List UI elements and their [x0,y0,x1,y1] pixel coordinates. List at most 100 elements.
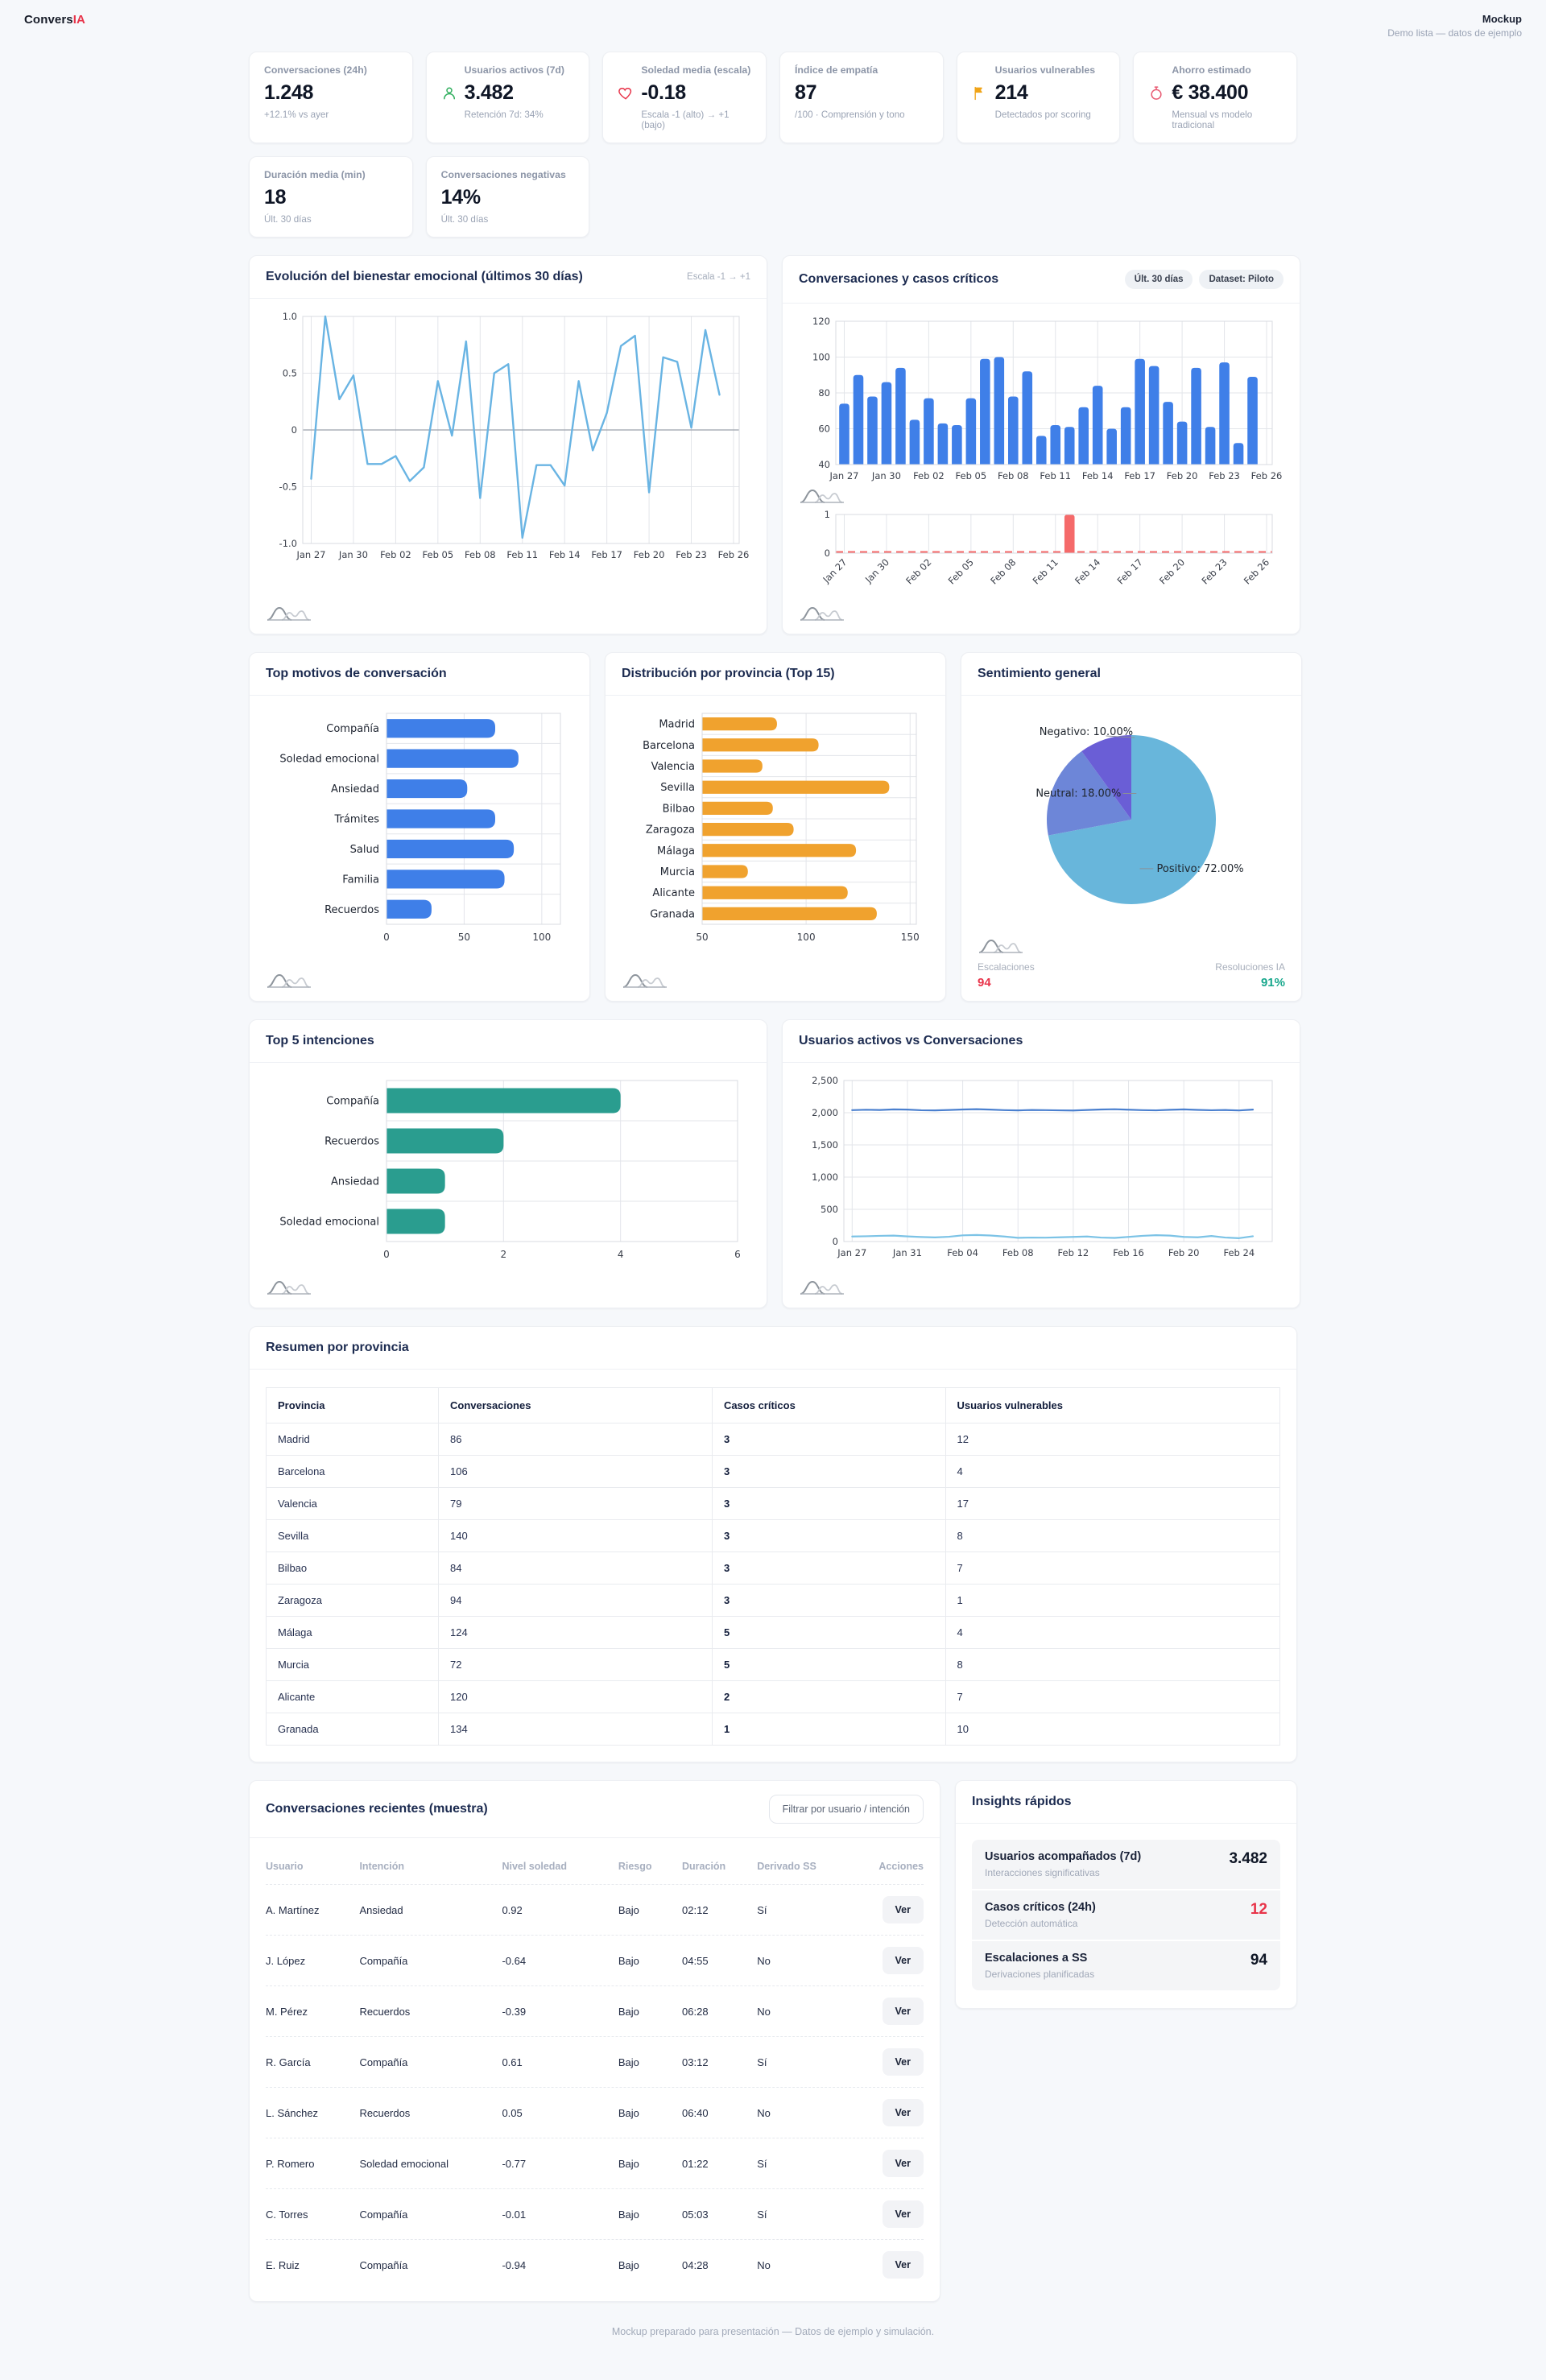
intentions-chart-card: Top 5 intenciones 0 2 4 6 Compañía Recuerdos A… [249,1019,767,1308]
ver-button[interactable]: Ver [882,2048,924,2076]
svg-text:Feb 12: Feb 12 [1058,1247,1089,1258]
kpi-value: 3.482 [464,81,514,104]
ver-button[interactable]: Ver [882,2150,924,2177]
table-cell: 86 [438,1423,713,1456]
sentiment-chart-card: Sentimiento general Positivo: 72.00% Neut… [961,652,1302,1002]
svg-text:Feb 14: Feb 14 [549,549,581,560]
row-cell: -0.01 [502,2208,527,2221]
svg-text:Feb 11: Feb 11 [506,549,538,560]
kpi-label: Duración media (min) [264,169,366,180]
row-cell: Bajo [618,2157,639,2170]
row-cell: Bajo [618,2005,639,2018]
wave-watermark-icon [267,606,311,621]
row-cell: 0.92 [502,1903,523,1916]
row-cell: P. Romero [266,2157,315,2170]
conversation-row: L. Sánchez Recuerdos 0.05 Bajo 06:40 No Ver [266,2088,924,2138]
province-table: Provincia Conversaciones Casos críticos Usu… [265,1387,1280,1746]
ver-button[interactable]: Ver [882,1998,924,2025]
dataset-badge: Dataset: Piloto [1199,270,1284,289]
kpi-card-conversaciones-negativas: Conversaciones negativas 14% Últ. 30 días [425,156,590,238]
svg-text:0: 0 [833,1236,838,1247]
row-cell: No [757,2258,771,2271]
svg-text:Granada: Granada [650,908,695,920]
row-cell: Sí [757,2208,767,2221]
svg-text:Recuerdos: Recuerdos [324,1136,379,1148]
svg-text:500: 500 [821,1204,838,1215]
row-cell: No [757,1954,771,1967]
kpi-label: Usuarios vulnerables [994,64,1096,76]
svg-text:Jan 27: Jan 27 [837,1247,866,1258]
table-cell: 7 [945,1552,1280,1585]
svg-text:Feb 20: Feb 20 [1157,556,1187,586]
table-cell: 72 [438,1648,713,1681]
heart-icon [618,87,632,100]
conversation-row: J. López Compañía -0.64 Bajo 04:55 No Ver [266,1936,924,1986]
kpi-label: Índice de empatía [795,64,878,76]
svg-text:Barcelona: Barcelona [643,740,695,752]
svg-text:Feb 08: Feb 08 [988,556,1018,586]
card-title: Conversaciones y casos críticos [799,272,999,286]
insight-value: 94 [1250,1952,1267,1969]
svg-text:Feb 02: Feb 02 [380,549,411,560]
svg-text:Neutral: 18.00%: Neutral: 18.00% [1035,787,1121,800]
row-cell: L. Sánchez [266,2106,319,2119]
filter-button[interactable]: Filtrar por usuario / intención [768,1795,924,1824]
kpi-label: Ahorro estimado [1172,64,1251,76]
row-cell: 0.61 [502,2056,523,2068]
table-row: Barcelona 106 3 4 [265,1455,1280,1488]
kpi-subtext: Últ. 30 días [440,214,489,225]
ver-button[interactable]: Ver [882,1896,924,1923]
ver-button[interactable]: Ver [882,2200,924,2228]
svg-text:Ansiedad: Ansiedad [331,1176,379,1188]
row-cell: E. Ruiz [266,2258,300,2271]
table-cell: 79 [438,1487,713,1520]
svg-text:-0.5: -0.5 [279,481,297,493]
svg-text:Positivo: 72.00%: Positivo: 72.00% [1157,863,1244,875]
column-header-derivado-ss: Derivado SS [757,1861,816,1872]
kpi-value: € 38.400 [1172,81,1249,104]
kpi-card-duraci-n-media-min: Duración media (min) 18 Últ. 30 días [249,156,413,238]
recent-table-rows: A. Martínez Ansiedad 0.92 Bajo 02:12 Sí Ver J. … [266,1885,924,2290]
kpi-value: 18 [264,186,287,209]
conversations-bar-chart: Jan 27 Jan 30 Feb 02 Feb 05 Feb 08 Feb 11 Feb … [812,316,1282,481]
card-title: Top 5 intenciones [266,1034,374,1047]
conversation-row: M. Pérez Recuerdos -0.39 Bajo 06:28 No Ver [266,1986,924,2037]
table-row: Madrid 86 3 12 [265,1423,1280,1456]
header-subtitle: Demo lista — datos de ejemplo [1387,27,1522,39]
column-header-acciones: Acciones [878,1861,924,1872]
svg-text:Recuerdos: Recuerdos [324,904,379,916]
escalations-label: Escalaciones [978,961,1035,973]
svg-text:Murcia: Murcia [660,866,695,878]
table-cell: 5 [711,1616,946,1649]
svg-text:Sevilla: Sevilla [660,782,695,794]
row-cell: 01:22 [682,2157,709,2170]
svg-text:0: 0 [825,547,830,559]
svg-text:Alicante: Alicante [652,887,695,899]
table-row: Málaga 124 5 4 [265,1616,1280,1649]
column-header-usuario: Usuario [266,1861,304,1872]
motives-chart-card: Top motivos de conversación 0 50 100 Compañ… [249,652,590,1002]
table-row: Bilbao 84 3 7 [265,1552,1280,1585]
wave-watermark-icon [800,489,844,503]
table-cell: 2 [711,1680,946,1713]
kpi-card-conversaciones-24h: Conversaciones (24h) 1.248 +12.1% vs ayer [249,52,413,143]
svg-text:Feb 11: Feb 11 [1031,556,1060,586]
header-mode-label: Mockup [1482,13,1522,25]
row-cell: 06:28 [682,2005,709,2018]
table-cell: 17 [945,1487,1280,1520]
row-cell: Sí [757,1903,767,1916]
row-cell: 04:55 [682,1954,709,1967]
ver-button[interactable]: Ver [882,1947,924,1974]
card-title: Insights rápidos [972,1795,1072,1808]
row-cell: Compañía [359,1954,408,1967]
row-cell: Compañía [359,2208,408,2221]
table-cell: 94 [438,1584,713,1617]
row-cell: Bajo [618,2056,639,2068]
row-cell: Soledad emocional [359,2157,449,2170]
svg-text:Feb 05: Feb 05 [946,556,976,586]
table-row: Alicante 120 2 7 [265,1680,1280,1713]
svg-text:0: 0 [291,424,297,436]
ver-button[interactable]: Ver [882,2251,924,2279]
ver-button[interactable]: Ver [882,2099,924,2126]
svg-text:100: 100 [812,352,830,363]
